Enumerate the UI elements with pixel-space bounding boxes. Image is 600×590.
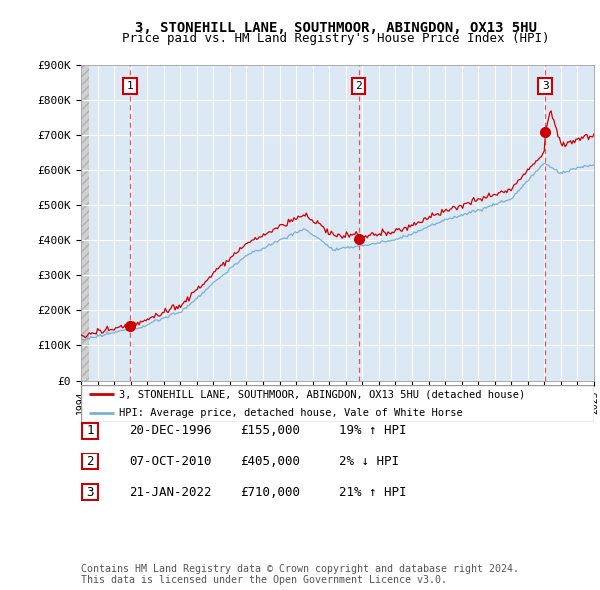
Text: 3: 3 <box>542 81 548 91</box>
Text: 1: 1 <box>127 81 134 91</box>
Text: HPI: Average price, detached house, Vale of White Horse: HPI: Average price, detached house, Vale… <box>119 408 463 418</box>
Bar <box>81 65 89 381</box>
Text: 21% ↑ HPI: 21% ↑ HPI <box>339 486 407 499</box>
Text: 07-OCT-2010: 07-OCT-2010 <box>129 455 212 468</box>
Text: Contains HM Land Registry data © Crown copyright and database right 2024.
This d: Contains HM Land Registry data © Crown c… <box>81 563 519 585</box>
Text: 3: 3 <box>86 486 94 499</box>
Text: 1: 1 <box>86 424 94 437</box>
Text: £155,000: £155,000 <box>240 424 300 437</box>
Text: 21-JAN-2022: 21-JAN-2022 <box>129 486 212 499</box>
Text: 2% ↓ HPI: 2% ↓ HPI <box>339 455 399 468</box>
Text: 3, STONEHILL LANE, SOUTHMOOR, ABINGDON, OX13 5HU (detached house): 3, STONEHILL LANE, SOUTHMOOR, ABINGDON, … <box>119 389 526 399</box>
Text: 2: 2 <box>86 455 94 468</box>
Text: 20-DEC-1996: 20-DEC-1996 <box>129 424 212 437</box>
Text: £710,000: £710,000 <box>240 486 300 499</box>
Text: 2: 2 <box>355 81 362 91</box>
Text: 3, STONEHILL LANE, SOUTHMOOR, ABINGDON, OX13 5HU: 3, STONEHILL LANE, SOUTHMOOR, ABINGDON, … <box>135 21 537 35</box>
Text: Price paid vs. HM Land Registry's House Price Index (HPI): Price paid vs. HM Land Registry's House … <box>122 32 550 45</box>
Text: 19% ↑ HPI: 19% ↑ HPI <box>339 424 407 437</box>
Text: £405,000: £405,000 <box>240 455 300 468</box>
